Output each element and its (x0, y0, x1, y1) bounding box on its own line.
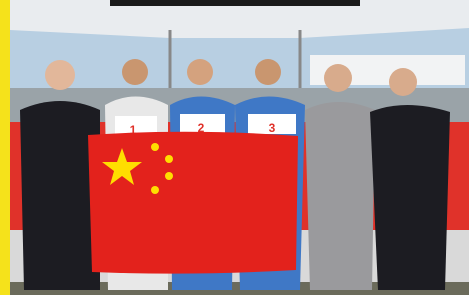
flag-star (165, 155, 173, 163)
flag-star (165, 172, 173, 180)
head (187, 59, 213, 85)
caption-bar (110, 0, 360, 6)
head (45, 60, 75, 90)
head (324, 64, 352, 92)
person-suit (305, 102, 375, 290)
head (255, 59, 281, 85)
photo: 1 2 3 (0, 0, 469, 295)
person-suit (370, 105, 450, 290)
person-suit (20, 101, 100, 290)
flag-star (151, 143, 159, 151)
flag-cloth (88, 132, 298, 274)
bib-number: 3 (269, 121, 276, 135)
head (389, 68, 417, 96)
head (122, 59, 148, 85)
flag (88, 132, 298, 274)
flag-star (151, 186, 159, 194)
